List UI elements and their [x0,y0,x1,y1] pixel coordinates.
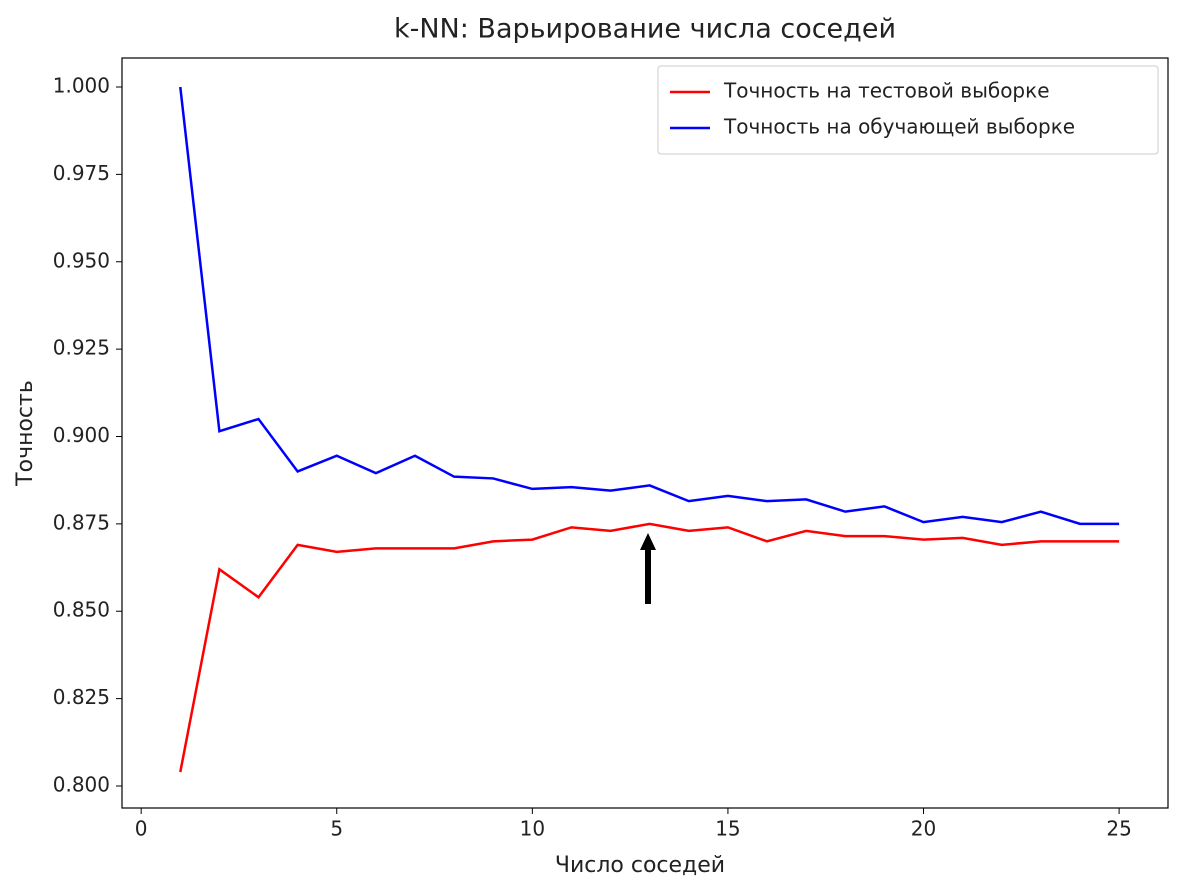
y-tick-label: 0.900 [53,423,110,447]
plot-frame [121,57,1169,809]
legend-label: Точность на обучающей выборке [723,115,1075,139]
data-line [179,522,1120,773]
y-tick-label: 0.800 [53,772,110,796]
x-tick-label: 25 [1106,817,1131,841]
data-line [179,86,1120,526]
x-axis-label: Число соседей [555,853,725,878]
y-tick-label: 0.950 [53,248,110,272]
y-tick-label: 0.875 [53,510,110,534]
y-axis-label: Точность [13,380,38,487]
legend-label: Точность на тестовой выборке [723,79,1050,103]
x-tick-label: 0 [135,817,148,841]
legend-box [657,65,1159,155]
x-tick-label: 10 [520,817,545,841]
y-tick-label: 1.000 [53,74,110,98]
y-tick-label: 0.850 [53,598,110,622]
x-tick-label: 5 [330,817,343,841]
y-tick-label: 0.975 [53,161,110,185]
y-tick-label: 0.925 [53,336,110,360]
y-tick-label: 0.825 [53,685,110,709]
chart-title: k-NN: Варьирование числа соседей [394,14,896,45]
x-tick-label: 20 [911,817,936,841]
x-tick-label: 15 [715,817,740,841]
annotation-arrow [640,533,656,604]
